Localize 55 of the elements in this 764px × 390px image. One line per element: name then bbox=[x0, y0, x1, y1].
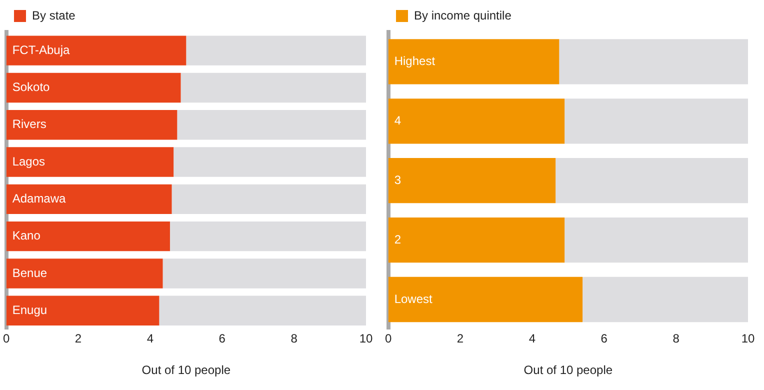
bar bbox=[388, 276, 583, 322]
x-tick-label: 4 bbox=[146, 332, 154, 346]
y-tick-label: FCT-Abuja bbox=[12, 42, 70, 57]
x-tick-label: 4 bbox=[528, 332, 536, 346]
bar bbox=[6, 296, 160, 326]
x-tick-label: 6 bbox=[600, 332, 608, 346]
x-tick-label: 0 bbox=[2, 332, 10, 346]
bar bbox=[388, 217, 565, 263]
bar bbox=[582, 276, 748, 322]
y-tick-label: Adamawa bbox=[12, 191, 66, 206]
y-tick-label: 3 bbox=[394, 172, 402, 187]
bar bbox=[174, 147, 366, 177]
x-axis-title: Out of 10 people bbox=[524, 363, 613, 378]
y-tick-label: Benue bbox=[12, 266, 48, 280]
x-axis-title: Out of 10 people bbox=[142, 363, 231, 378]
x-tick-label: 8 bbox=[290, 332, 298, 346]
x-tick-label: 2 bbox=[456, 332, 464, 346]
bar bbox=[6, 147, 174, 177]
x-tick-label: 0 bbox=[384, 332, 392, 346]
bar bbox=[564, 98, 748, 144]
y-tick-label: Highest bbox=[394, 54, 436, 68]
x-tick-label: 2 bbox=[74, 332, 82, 346]
bar bbox=[170, 221, 366, 252]
bar bbox=[6, 110, 178, 140]
bar bbox=[6, 221, 170, 252]
bar bbox=[6, 184, 172, 214]
bar bbox=[564, 217, 748, 263]
y-tick-label: Lowest bbox=[394, 292, 434, 306]
bar bbox=[559, 39, 748, 84]
bar bbox=[6, 36, 186, 66]
bar bbox=[388, 39, 560, 84]
bar bbox=[162, 258, 366, 288]
bar bbox=[172, 184, 366, 214]
x-tick-label: 6 bbox=[218, 332, 226, 346]
bar bbox=[388, 98, 565, 144]
y-tick-label: Sokoto bbox=[12, 80, 50, 94]
x-tick-label: 8 bbox=[672, 332, 680, 346]
bar bbox=[6, 72, 181, 103]
y-tick-label: 4 bbox=[394, 113, 402, 128]
bar bbox=[186, 36, 366, 66]
y-tick-label: Enugu bbox=[12, 302, 48, 317]
y-tick-label: 2 bbox=[394, 232, 402, 246]
bar bbox=[388, 158, 556, 204]
bar bbox=[159, 296, 366, 326]
y-tick-label: Lagos bbox=[12, 154, 46, 168]
bar bbox=[6, 258, 163, 288]
bar bbox=[177, 110, 366, 140]
y-tick-label: Kano bbox=[12, 228, 41, 243]
bar bbox=[556, 158, 748, 204]
legend-label: By income quintile bbox=[414, 8, 512, 22]
legend-label: By state bbox=[32, 8, 76, 22]
bar bbox=[180, 72, 366, 103]
x-tick-label: 10 bbox=[741, 332, 755, 346]
y-tick-label: Rivers bbox=[12, 117, 46, 132]
x-tick-label: 10 bbox=[359, 332, 373, 346]
